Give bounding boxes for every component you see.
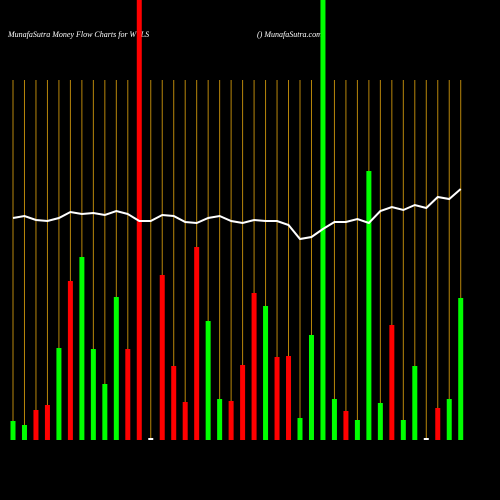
bar	[182, 402, 188, 440]
bar	[44, 405, 50, 440]
money-flow-line	[12, 188, 462, 241]
bar	[21, 425, 27, 440]
bar	[389, 325, 395, 440]
bar	[148, 438, 154, 440]
bar	[217, 399, 223, 440]
bar	[377, 403, 383, 440]
bar	[423, 438, 429, 440]
bar	[102, 384, 108, 440]
bar	[205, 321, 211, 440]
bar	[251, 293, 257, 440]
bar	[240, 365, 246, 440]
bar	[10, 421, 16, 440]
bar	[56, 348, 62, 440]
bar	[400, 420, 406, 440]
bar	[286, 356, 292, 440]
bar	[343, 411, 349, 440]
bar	[159, 275, 165, 440]
bar	[446, 399, 452, 440]
bar	[194, 247, 200, 440]
bar	[228, 401, 234, 440]
bar	[274, 357, 280, 440]
chart-title: MunafaSutra Money Flow Charts for WTLS	[7, 30, 149, 39]
bar	[125, 349, 131, 440]
bar	[366, 171, 372, 440]
bar	[308, 335, 314, 440]
bar	[435, 408, 441, 440]
bar	[354, 420, 360, 440]
bar	[263, 306, 269, 440]
chart-subtitle: () MunafaSutra.com	[257, 30, 322, 39]
bar	[90, 349, 96, 440]
bar	[171, 366, 177, 440]
bar	[79, 257, 85, 440]
bar	[412, 366, 418, 440]
bar	[458, 298, 464, 440]
bar	[331, 399, 337, 440]
bar	[67, 281, 73, 440]
bar	[33, 410, 39, 440]
bar	[297, 418, 303, 440]
bar	[113, 297, 119, 440]
bar	[320, 0, 326, 440]
